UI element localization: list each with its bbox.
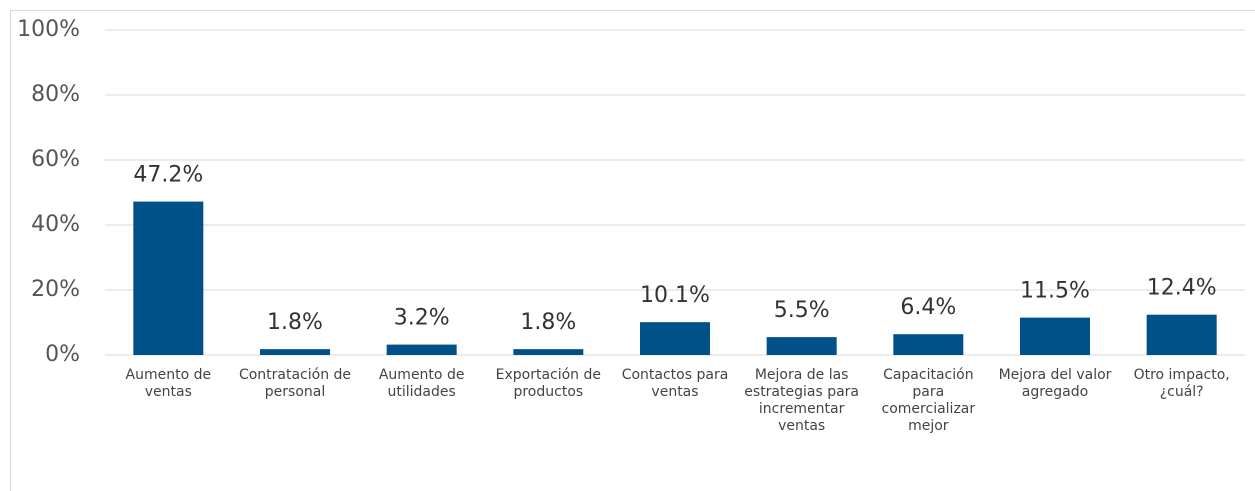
y-tick-label: 60% bbox=[31, 147, 80, 172]
bar bbox=[513, 349, 584, 355]
data-label: 11.5% bbox=[1020, 279, 1090, 304]
bar bbox=[893, 334, 964, 355]
x-tick-label: Contactos para ventas bbox=[621, 367, 729, 400]
data-label: 5.5% bbox=[774, 298, 830, 323]
bar bbox=[133, 201, 204, 355]
bar bbox=[766, 337, 837, 355]
data-label: 47.2% bbox=[133, 163, 203, 188]
bar bbox=[1020, 317, 1090, 355]
data-label: 10.1% bbox=[640, 283, 710, 308]
x-tick-label: Capacitación para comercializar mejor bbox=[881, 367, 976, 434]
bar bbox=[640, 322, 710, 355]
data-label: 12.4% bbox=[1147, 276, 1217, 301]
y-tick-label: 100% bbox=[17, 17, 80, 42]
data-label: 3.2% bbox=[394, 306, 450, 331]
x-tick-label: Exportación de productos bbox=[495, 367, 602, 400]
bar bbox=[1146, 314, 1217, 355]
y-tick-label: 80% bbox=[31, 82, 80, 107]
bar bbox=[260, 349, 330, 355]
data-label: 1.8% bbox=[520, 310, 576, 335]
x-tick-label: Aumento de ventas bbox=[125, 367, 212, 400]
data-label: 1.8% bbox=[267, 310, 323, 335]
y-tick-label: 0% bbox=[45, 342, 80, 367]
y-tick-label: 40% bbox=[31, 212, 80, 237]
y-tick-label: 20% bbox=[31, 277, 80, 302]
x-tick-label: Mejora de las estrategias para increment… bbox=[744, 367, 860, 434]
data-label: 6.4% bbox=[900, 295, 956, 320]
x-tick-label: Mejora del valor agregado bbox=[998, 367, 1112, 400]
x-tick-label: Otro impacto, ¿cuál? bbox=[1133, 367, 1230, 400]
chart-border bbox=[10, 10, 1255, 491]
bar bbox=[386, 344, 457, 355]
x-tick-label: Contratación de personal bbox=[238, 367, 352, 400]
x-tick-label: Aumento de utilidades bbox=[378, 367, 465, 400]
